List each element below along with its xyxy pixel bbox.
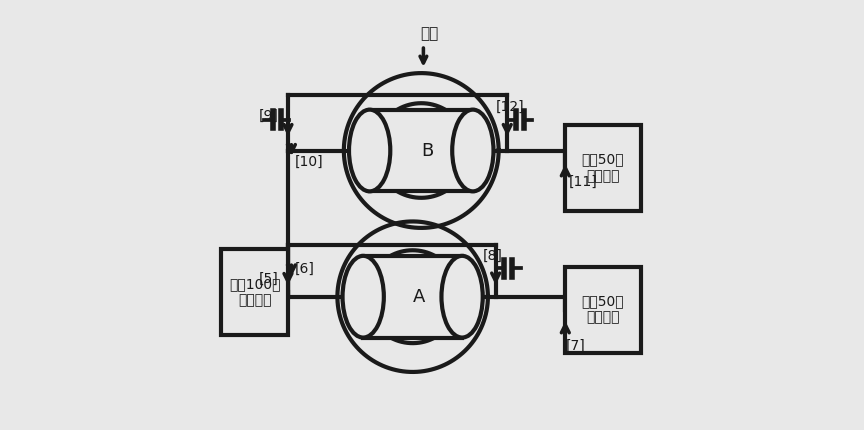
Text: [7]: [7]: [566, 339, 586, 353]
FancyBboxPatch shape: [565, 125, 640, 211]
Text: 磁环: 磁环: [421, 26, 439, 41]
Text: 输出50欧
姆微带线: 输出50欧 姆微带线: [581, 295, 624, 325]
Text: [9]: [9]: [258, 108, 278, 123]
Text: [12]: [12]: [496, 100, 524, 114]
Text: 输入100欧
姆微带线: 输入100欧 姆微带线: [229, 277, 281, 307]
Text: B: B: [422, 141, 434, 160]
Text: [6]: [6]: [295, 262, 314, 276]
Text: A: A: [413, 288, 425, 306]
Polygon shape: [370, 110, 473, 191]
Ellipse shape: [452, 110, 493, 191]
Text: 输出50欧
姆微带线: 输出50欧 姆微带线: [581, 153, 624, 183]
Text: [10]: [10]: [295, 155, 323, 169]
Text: [11]: [11]: [569, 175, 598, 188]
FancyBboxPatch shape: [221, 249, 288, 335]
Ellipse shape: [349, 110, 391, 191]
Text: [8]: [8]: [483, 249, 503, 263]
Polygon shape: [363, 256, 462, 338]
Ellipse shape: [442, 256, 483, 338]
Ellipse shape: [342, 256, 384, 338]
Text: [5]: [5]: [258, 272, 278, 286]
FancyBboxPatch shape: [565, 267, 640, 353]
